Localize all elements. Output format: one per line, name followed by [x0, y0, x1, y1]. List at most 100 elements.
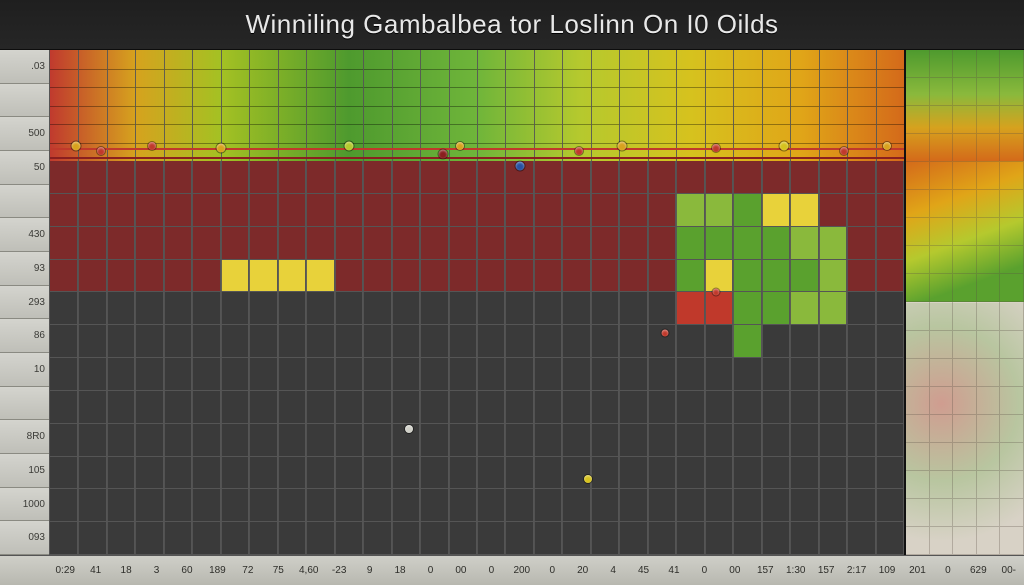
heat-cell	[278, 194, 306, 227]
heat-cell	[335, 227, 363, 260]
heat-cell	[733, 325, 761, 358]
heat-cell	[790, 161, 818, 194]
heat-cell	[676, 489, 704, 522]
heat-cell	[221, 457, 249, 490]
heat-cell	[449, 227, 477, 260]
heat-cell	[335, 489, 363, 522]
title-bar: Winniling Gambalbea tor Loslinn On I0 Oi…	[0, 0, 1024, 50]
heat-cell	[420, 522, 448, 555]
heat-cell	[648, 194, 676, 227]
heat-cell	[50, 391, 78, 424]
x-tick: 3	[141, 565, 171, 576]
heat-cell	[562, 457, 590, 490]
heat-cell	[676, 161, 704, 194]
x-tick: 9	[354, 565, 384, 576]
heat-cell	[876, 391, 904, 424]
heat-cell	[192, 424, 220, 457]
heat-cell	[762, 260, 790, 293]
heat-cell	[164, 227, 192, 260]
heat-cell	[648, 457, 676, 490]
heat-cell	[192, 292, 220, 325]
heat-cell	[249, 522, 277, 555]
heat-cell	[819, 161, 847, 194]
heat-cell	[335, 424, 363, 457]
heat-cell	[562, 522, 590, 555]
heat-cell	[762, 424, 790, 457]
y-tick	[0, 185, 49, 219]
x-tick: 1:30	[781, 565, 811, 576]
y-tick: 500	[0, 117, 49, 151]
heat-cell	[192, 457, 220, 490]
heat-cell	[847, 260, 875, 293]
heat-cell	[505, 522, 533, 555]
heat-cell	[819, 424, 847, 457]
heat-cell	[50, 194, 78, 227]
heat-cell	[164, 358, 192, 391]
heat-cell	[762, 457, 790, 490]
heat-cell	[221, 161, 249, 194]
heat-cell	[420, 325, 448, 358]
heat-cell	[534, 260, 562, 293]
heat-cell	[790, 325, 818, 358]
data-marker	[883, 142, 891, 150]
heat-cell	[819, 358, 847, 391]
heat-cell	[306, 161, 334, 194]
heat-cell	[676, 260, 704, 293]
heat-cell	[477, 325, 505, 358]
heat-cell	[505, 227, 533, 260]
heat-cell	[591, 489, 619, 522]
heat-cell	[705, 489, 733, 522]
heat-cell	[505, 457, 533, 490]
heat-cell	[107, 227, 135, 260]
heat-cell	[306, 457, 334, 490]
heat-cell	[363, 292, 391, 325]
heat-cell	[819, 489, 847, 522]
heat-cell	[876, 161, 904, 194]
heat-cell	[164, 194, 192, 227]
x-tick: 201	[902, 565, 932, 576]
heat-cell	[676, 391, 704, 424]
heat-cell	[505, 391, 533, 424]
heat-cell	[591, 292, 619, 325]
heat-cell	[619, 522, 647, 555]
data-marker	[438, 149, 447, 158]
heat-cell	[648, 522, 676, 555]
heat-cell	[819, 292, 847, 325]
data-marker	[456, 142, 464, 150]
plot-area	[50, 50, 904, 555]
heat-cell	[790, 260, 818, 293]
y-tick: 093	[0, 521, 49, 555]
heat-cell	[534, 522, 562, 555]
heat-cell	[363, 325, 391, 358]
heat-cell	[819, 457, 847, 490]
heat-cell	[306, 292, 334, 325]
heat-cell	[135, 457, 163, 490]
data-marker	[148, 142, 156, 150]
heat-cell	[192, 260, 220, 293]
heat-cell	[876, 260, 904, 293]
heat-cell	[306, 260, 334, 293]
right-grid-overlay	[906, 50, 1024, 555]
data-marker	[515, 162, 524, 171]
heat-cell	[249, 457, 277, 490]
heat-cell	[135, 489, 163, 522]
heat-cell	[705, 292, 733, 325]
heat-cell	[335, 260, 363, 293]
heat-cell	[705, 194, 733, 227]
heat-cell	[477, 194, 505, 227]
heat-cell	[705, 325, 733, 358]
chart-frame: Winniling Gambalbea tor Loslinn On I0 Oi…	[0, 0, 1024, 585]
x-tick: 200	[507, 565, 537, 576]
heat-cell	[306, 424, 334, 457]
heat-cell	[420, 292, 448, 325]
heat-cell	[278, 227, 306, 260]
heat-cell	[876, 489, 904, 522]
heat-cell	[392, 227, 420, 260]
heat-cell	[534, 292, 562, 325]
heat-cell	[363, 424, 391, 457]
heat-cell	[50, 161, 78, 194]
heat-cell	[78, 260, 106, 293]
heat-cell	[819, 194, 847, 227]
heat-cell	[847, 325, 875, 358]
heat-cell	[733, 457, 761, 490]
